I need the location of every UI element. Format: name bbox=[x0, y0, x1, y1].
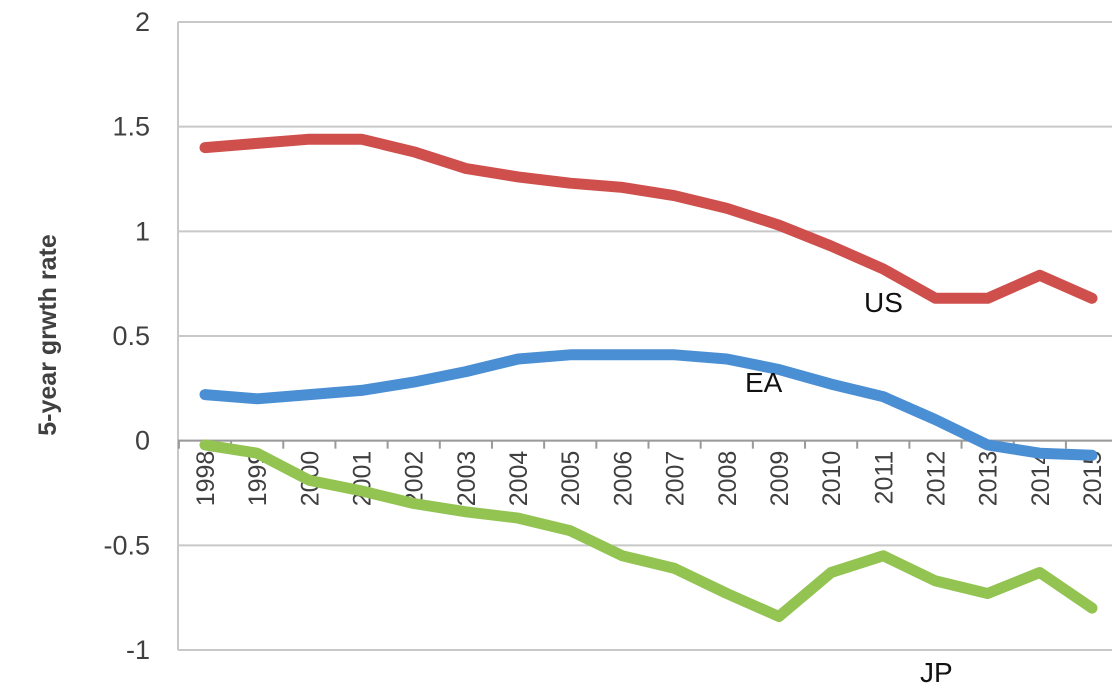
y-tick-label: 1 bbox=[135, 216, 150, 246]
x-tick-label: 2013 bbox=[975, 451, 1003, 507]
series-label-ea: EA bbox=[745, 367, 783, 398]
series-line-ea bbox=[199, 349, 1098, 461]
y-tick-label: -0.5 bbox=[103, 530, 150, 560]
series-line-us bbox=[199, 133, 1098, 304]
series-label-jp: JP bbox=[920, 657, 953, 688]
y-tick-label: 2 bbox=[135, 7, 150, 37]
x-tick-label: 2014 bbox=[1027, 451, 1055, 507]
x-tick-label: 2005 bbox=[557, 451, 585, 507]
x-tick-label: 2008 bbox=[714, 451, 742, 507]
x-tick-label: 2012 bbox=[922, 451, 950, 507]
x-tick-label: 2007 bbox=[662, 451, 690, 507]
x-tick-label: 2006 bbox=[609, 451, 637, 507]
y-tick-label: 1.5 bbox=[112, 112, 150, 142]
x-tick-label: 2004 bbox=[505, 451, 533, 507]
x-tick-label: 2003 bbox=[453, 451, 481, 507]
x-axis: 1998 1999 2000 2001 2002 2003 2004 2005 2006 2007… bbox=[177, 439, 1112, 507]
x-tick-label: 2010 bbox=[818, 451, 846, 507]
y-axis: 2 1.5 1 0.5 0 -0.5 -1 bbox=[103, 7, 179, 665]
x-tick-label: 2011 bbox=[870, 451, 898, 505]
y-tick-label: 0 bbox=[135, 426, 150, 456]
x-tick-label: 2009 bbox=[766, 451, 794, 507]
y-tick-label: -1 bbox=[126, 635, 150, 665]
series-line-jp bbox=[199, 439, 1098, 622]
series-lines bbox=[199, 133, 1098, 622]
series-label-us: US bbox=[864, 287, 903, 318]
y-axis-title: 5-year grwth rate bbox=[34, 234, 62, 436]
x-tick-label: 1998 bbox=[192, 451, 220, 507]
y-tick-label: 0.5 bbox=[112, 321, 150, 351]
